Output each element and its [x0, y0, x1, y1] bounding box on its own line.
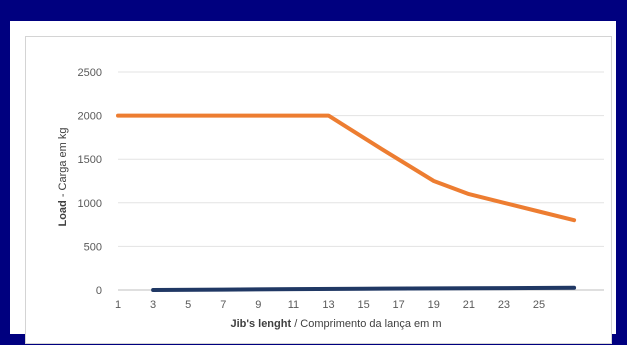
x-tick-label: 3 — [150, 299, 156, 311]
white-panel: 0 500 1000 1500 2000 2500 1 3 5 7 9 11 13 15 17 19 21 23… — [10, 21, 616, 344]
y-axis-title-rest: - Carga em kg — [57, 127, 69, 200]
y-tick-label: 1500 — [78, 154, 102, 166]
x-tick-label: 25 — [533, 299, 545, 311]
x-tick-label: 9 — [255, 299, 261, 311]
y-tick-label: 2500 — [78, 67, 102, 79]
x-tick-label: 11 — [288, 299, 299, 311]
x-tick-label: 21 — [463, 299, 475, 311]
x-tick-label: 17 — [393, 299, 405, 311]
series-line-2 — [151, 285, 577, 292]
x-tick-label: 13 — [322, 299, 334, 311]
x-tick-label: 1 — [115, 299, 121, 311]
chart-area: 0 500 1000 1500 2000 2500 1 3 5 7 9 11 13 15 17 19 21 23… — [25, 36, 612, 344]
x-tick-labels: 1 3 5 7 9 11 13 15 17 19 21 23 25 — [115, 299, 545, 311]
y-tick-label: 1000 — [78, 198, 102, 210]
x-tick-label: 15 — [357, 299, 369, 311]
x-tick-label: 5 — [185, 299, 191, 311]
y-tick-label: 0 — [96, 285, 102, 297]
y-tick-labels: 0 500 1000 1500 2000 2500 — [78, 67, 102, 297]
x-axis-title-bold: Jib's lenght — [230, 318, 291, 330]
y-axis-title-bold: Load — [57, 200, 69, 226]
x-tick-label: 19 — [428, 299, 440, 311]
gridlines — [118, 71, 604, 291]
x-tick-label: 7 — [220, 299, 226, 311]
series-line-1 — [116, 113, 577, 223]
x-tick-label: 23 — [498, 299, 510, 311]
series-lines — [116, 113, 577, 292]
y-axis-title: Load - Carga em kg — [57, 127, 69, 226]
y-tick-label: 2000 — [78, 111, 102, 123]
y-tick-label: 500 — [84, 241, 102, 253]
x-axis-title-rest: / Comprimento da lança em m — [291, 318, 441, 330]
x-axis-title: Jib's lenght / Comprimento da lança em m — [230, 318, 441, 330]
page: 0 500 1000 1500 2000 2500 1 3 5 7 9 11 13 15 17 19 21 23… — [10, 21, 616, 344]
